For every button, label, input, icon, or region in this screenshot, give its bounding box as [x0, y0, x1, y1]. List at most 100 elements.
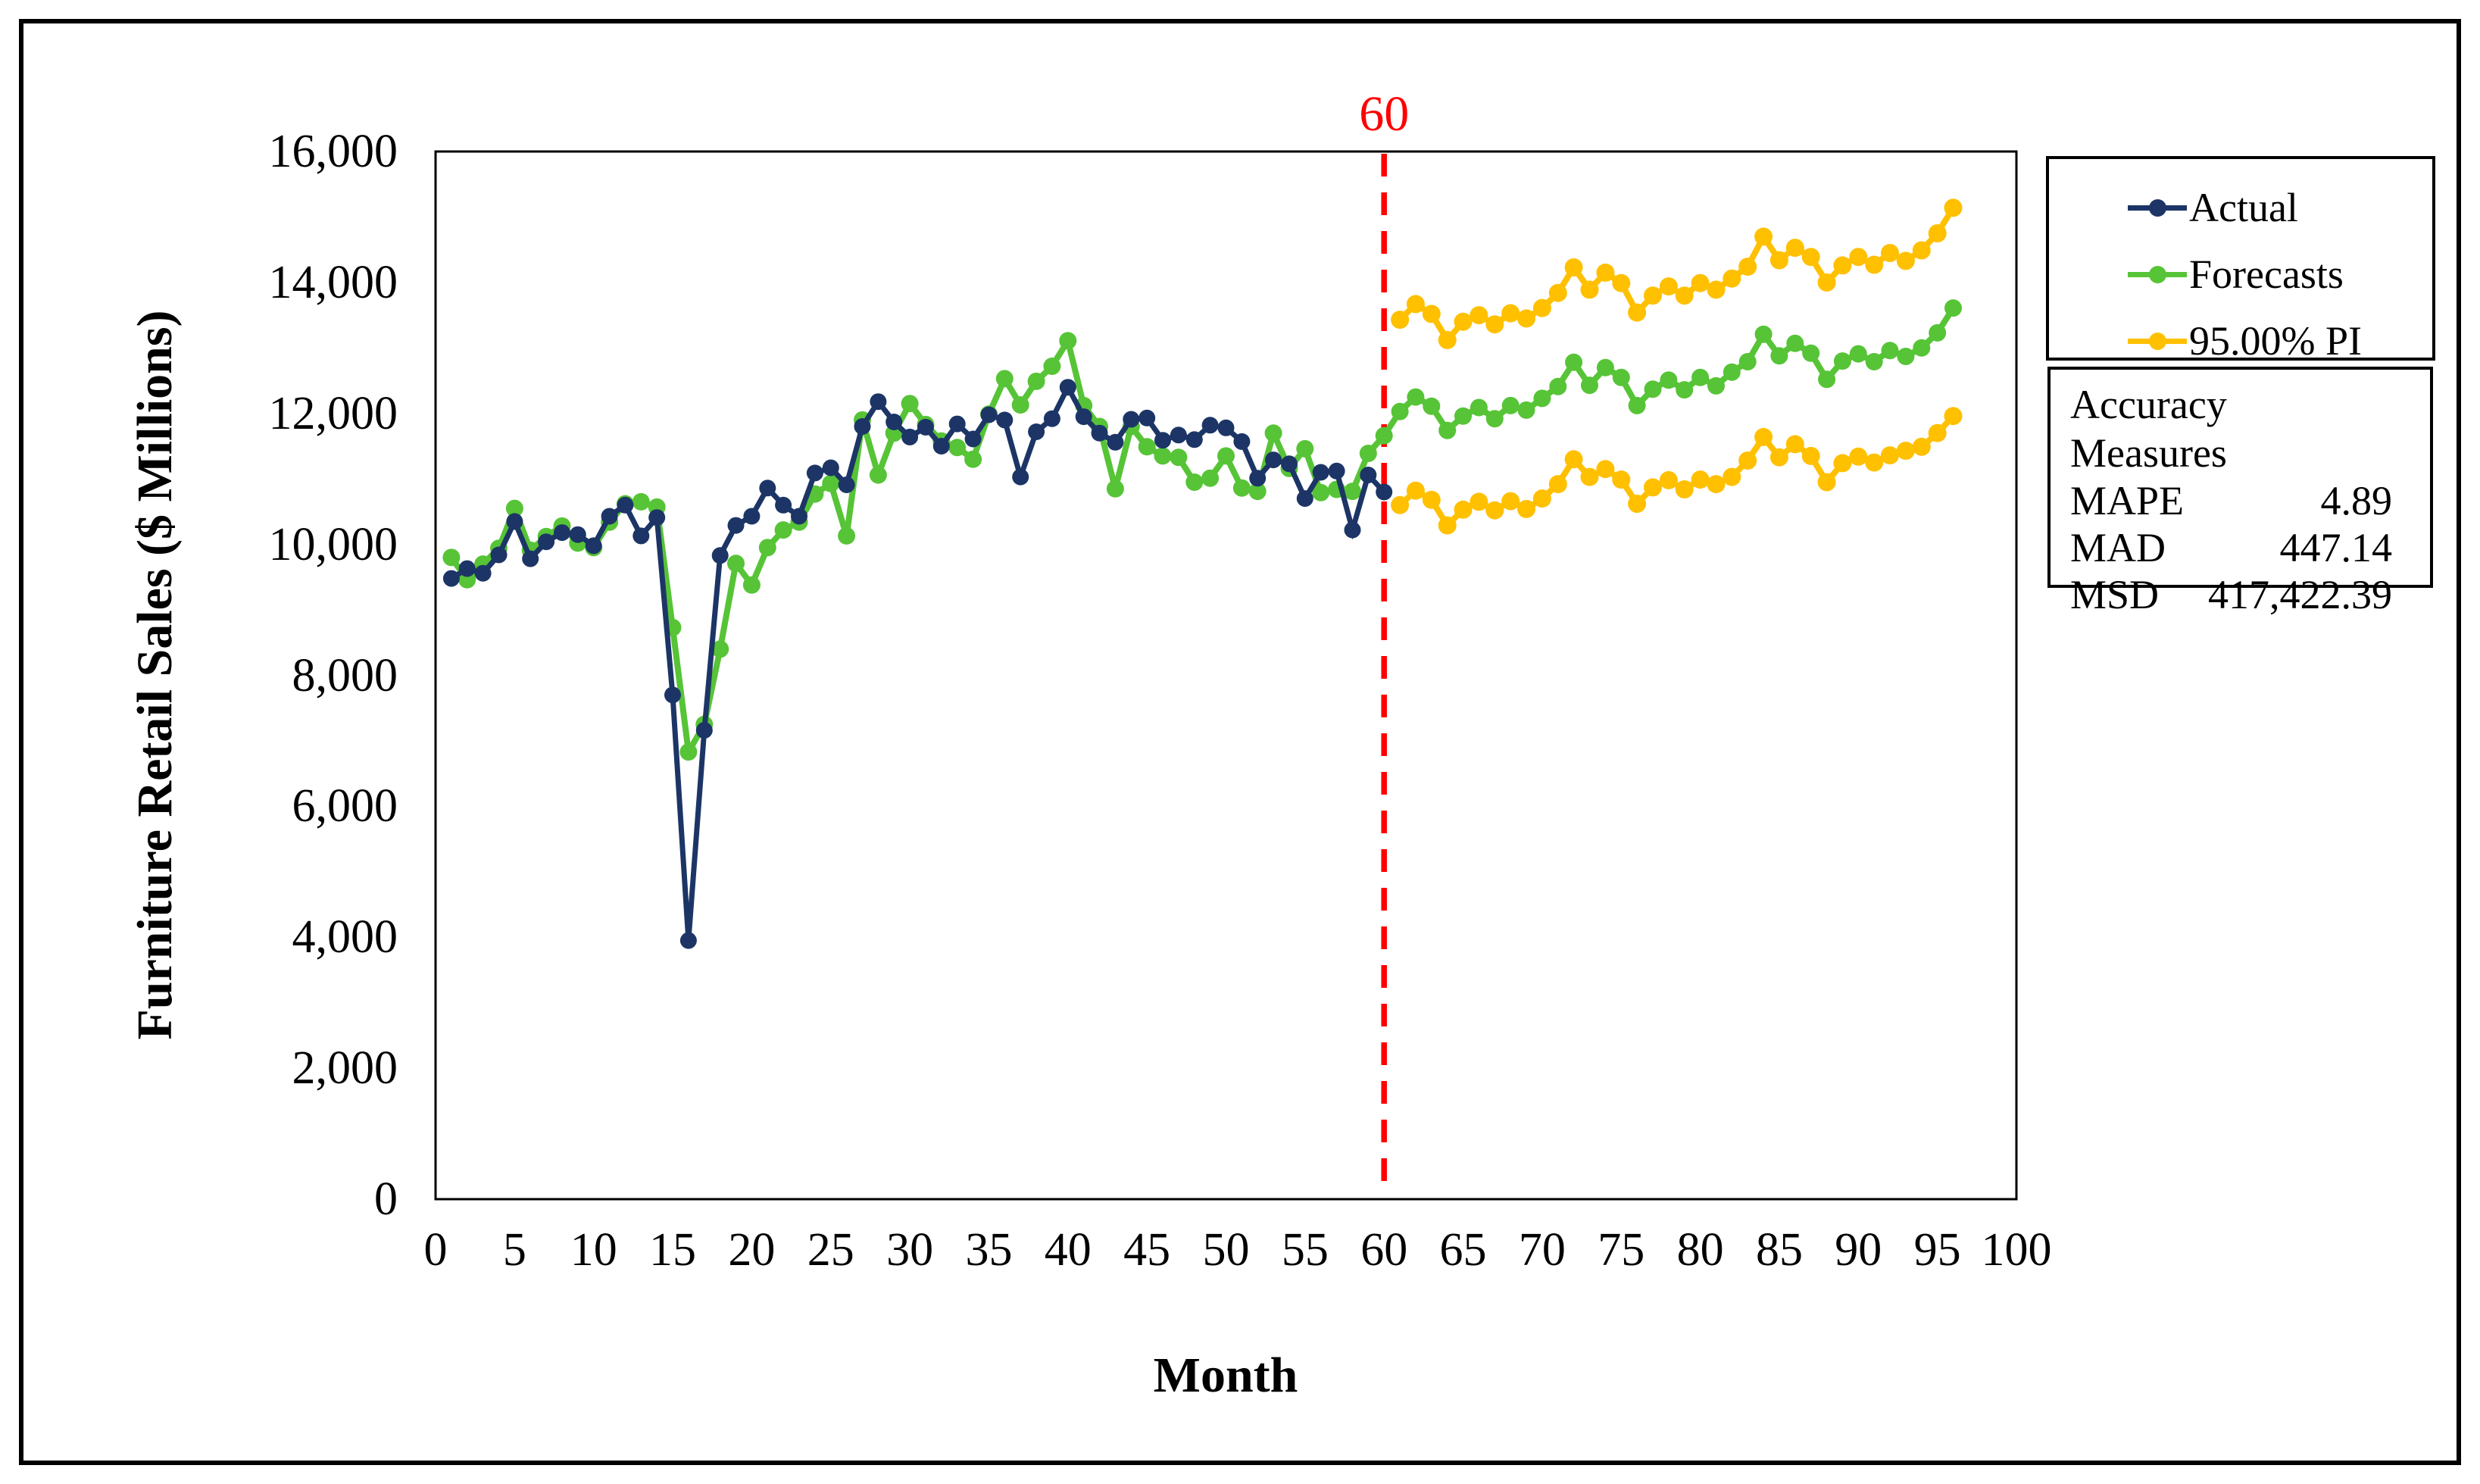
- data-point-forecasts: [1264, 424, 1282, 442]
- series-line-actual: [450, 381, 1386, 941]
- data-point-95-00-pi-upper: [1501, 304, 1520, 323]
- data-point-actual: [1012, 468, 1029, 486]
- legend-label-actual: Actual: [2189, 185, 2298, 230]
- data-point-95-00-pi-upper: [1612, 273, 1631, 292]
- y-tick-label: 4,000: [292, 911, 398, 964]
- forecast-origin-label: 60: [1359, 86, 1410, 142]
- legend-item: Actual: [2128, 174, 2425, 241]
- accuracy-measures-panel: Accuracy Measures MAPE 4.89 MAD 447.14 M…: [2047, 367, 2433, 617]
- data-point-95-00-pi-lower: [1801, 446, 1820, 465]
- data-point-95-00-pi-upper: [1454, 312, 1473, 331]
- x-tick-label: 80: [1676, 1224, 1724, 1276]
- data-point-95-00-pi-lower: [1596, 460, 1615, 479]
- data-point-forecasts: [1802, 344, 1820, 362]
- accuracy-row: MAD 447.14: [2070, 524, 2392, 571]
- figure-border: [19, 19, 2461, 1465]
- data-point-95-00-pi-upper: [1865, 255, 1884, 274]
- data-point-forecasts: [1217, 447, 1235, 465]
- data-point-forecasts: [742, 576, 761, 594]
- x-tick-label: 65: [1439, 1224, 1487, 1276]
- data-point-95-00-pi-upper: [1896, 251, 1915, 270]
- x-tick-label: 90: [1835, 1224, 1882, 1276]
- data-point-actual: [474, 564, 492, 582]
- data-point-actual: [1281, 455, 1298, 473]
- data-point-forecasts: [727, 555, 745, 573]
- accuracy-row-label: MAPE: [2070, 478, 2185, 523]
- data-point-forecasts: [1027, 372, 1045, 390]
- y-tick-label: 6,000: [292, 780, 398, 833]
- data-point-actual: [569, 526, 586, 543]
- x-tick-label: 55: [1281, 1224, 1329, 1276]
- data-point-actual: [901, 428, 919, 445]
- x-tick-label: 0: [423, 1224, 448, 1276]
- data-point-forecasts: [1011, 396, 1029, 414]
- data-point-actual: [806, 464, 823, 482]
- y-axis-title: Furniture Retail Sales ($ Millions): [127, 310, 183, 1040]
- data-point-95-00-pi-lower: [1501, 492, 1520, 511]
- x-tick-label: 60: [1360, 1224, 1408, 1276]
- data-point-forecasts: [442, 548, 461, 567]
- data-point-forecasts: [1786, 334, 1804, 352]
- data-point-actual: [1217, 419, 1235, 436]
- data-point-forecasts: [1707, 376, 1725, 395]
- data-point-forecasts: [1549, 377, 1567, 395]
- data-point-95-00-pi-lower: [1532, 489, 1551, 508]
- x-tick-label: 40: [1044, 1224, 1092, 1276]
- data-point-forecasts: [1154, 447, 1172, 465]
- data-point-forecasts: [1407, 388, 1425, 406]
- data-point-forecasts: [869, 466, 887, 484]
- data-point-forecasts: [1043, 358, 1061, 375]
- data-point-95-00-pi-lower: [1422, 490, 1441, 509]
- data-point-actual: [964, 430, 982, 448]
- data-point-forecasts: [1454, 407, 1472, 425]
- y-tick-label: 2,000: [292, 1042, 398, 1095]
- data-point-95-00-pi-lower: [1785, 435, 1804, 454]
- x-tick-label: 20: [728, 1224, 776, 1276]
- data-point-forecasts: [1232, 479, 1251, 497]
- data-point-actual: [648, 509, 666, 526]
- data-point-95-00-pi-lower: [1849, 447, 1868, 466]
- data-point-forecasts: [1470, 398, 1488, 417]
- data-point-95-00-pi-upper: [1801, 248, 1820, 267]
- data-point-actual: [727, 517, 745, 534]
- x-tick-label: 75: [1598, 1224, 1645, 1276]
- data-point-actual: [617, 496, 634, 514]
- data-point-actual: [948, 415, 966, 433]
- x-tick-label: 35: [965, 1224, 1013, 1276]
- accuracy-row: MSD 417,422.39: [2070, 571, 2392, 618]
- data-point-95-00-pi-lower: [1707, 475, 1726, 494]
- data-point-95-00-pi-upper: [1580, 280, 1599, 299]
- accuracy-row-value: 447.14: [2279, 525, 2393, 570]
- data-point-forecasts: [1106, 480, 1124, 498]
- data-point-forecasts: [1501, 396, 1520, 414]
- data-point-95-00-pi-lower: [1391, 495, 1410, 514]
- data-point-forecasts: [505, 499, 523, 517]
- data-point-95-00-pi-upper: [1391, 311, 1410, 330]
- data-point-forecasts: [1644, 380, 1662, 398]
- legend: Actual Forecasts 95.00% PI: [2046, 156, 2435, 364]
- data-point-95-00-pi-upper: [1675, 286, 1694, 305]
- data-point-forecasts: [964, 450, 982, 468]
- data-point-95-00-pi-upper: [1944, 198, 1963, 217]
- data-point-95-00-pi-lower: [1675, 480, 1694, 498]
- data-point-forecasts: [679, 743, 698, 761]
- data-point-actual: [791, 508, 807, 525]
- data-point-95-00-pi-upper: [1438, 330, 1457, 349]
- data-point-95-00-pi-lower: [1928, 423, 1947, 442]
- x-tick-label: 100: [1981, 1224, 2052, 1276]
- data-point-forecasts: [1723, 363, 1741, 381]
- data-point-actual: [1360, 467, 1377, 483]
- data-point-95-00-pi-upper: [1723, 269, 1741, 288]
- data-point-95-00-pi-upper: [1517, 309, 1535, 328]
- data-point-actual: [1328, 462, 1345, 480]
- data-point-95-00-pi-upper: [1754, 227, 1773, 246]
- data-point-forecasts: [1660, 371, 1678, 389]
- data-point-actual: [679, 932, 697, 949]
- accuracy-row-value: 417,422.39: [2208, 572, 2392, 617]
- data-point-forecasts: [1438, 421, 1457, 439]
- legend-swatch-forecasts: [2128, 265, 2187, 283]
- data-point-forecasts: [1612, 368, 1630, 386]
- data-point-forecasts: [1185, 473, 1204, 491]
- data-point-95-00-pi-lower: [1659, 470, 1678, 489]
